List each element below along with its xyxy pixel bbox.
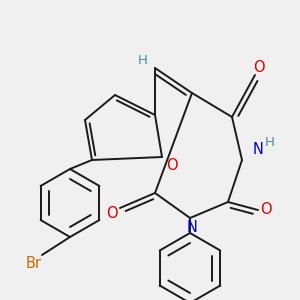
Text: H: H bbox=[138, 53, 148, 67]
Text: Br: Br bbox=[26, 256, 42, 271]
Text: O: O bbox=[253, 59, 265, 74]
Text: H: H bbox=[265, 136, 275, 148]
Text: O: O bbox=[260, 202, 272, 217]
Text: N: N bbox=[253, 142, 263, 158]
Text: O: O bbox=[166, 158, 178, 172]
Text: O: O bbox=[106, 206, 118, 220]
Text: N: N bbox=[187, 220, 197, 236]
